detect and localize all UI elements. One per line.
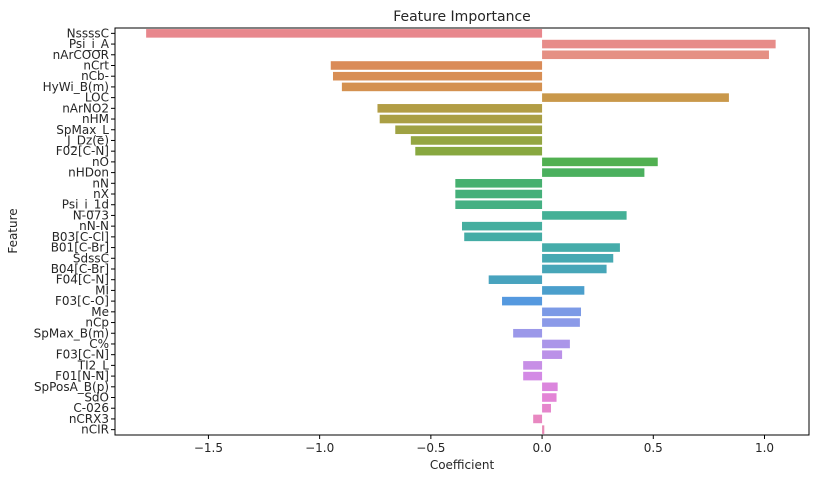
chart-title: Feature Importance — [393, 9, 531, 25]
bar — [542, 393, 557, 402]
y-tick-label: SpMax_L — [56, 123, 109, 137]
y-ticks-group: NssssCPsi_i_AnArCOORnCrtnCb-HyWi_B(m)LOC… — [34, 26, 115, 437]
y-tick-label: J_Dz(e) — [66, 133, 109, 147]
x-tick-label: 0.0 — [533, 441, 552, 455]
bar — [455, 179, 543, 188]
bar — [415, 146, 543, 156]
y-tick-label: nN-N — [79, 219, 109, 233]
bar — [542, 350, 563, 359]
y-tick-label: nCb- — [81, 69, 109, 83]
bar — [523, 371, 543, 381]
y-tick-label: nArNO2 — [62, 101, 109, 115]
bar — [488, 275, 543, 284]
bars-group — [146, 29, 776, 434]
x-tick-label: 0.5 — [644, 441, 663, 455]
y-tick-label: F02[C-N] — [56, 144, 109, 158]
bar — [542, 382, 558, 392]
y-tick-label: C-026 — [73, 401, 109, 415]
bar — [341, 82, 543, 92]
bar — [502, 296, 543, 306]
bar — [533, 414, 543, 424]
y-tick-label: nArCOOR — [53, 48, 109, 62]
y-tick-label: NssssC — [67, 26, 109, 40]
y-tick-label: SpMax_B(m) — [34, 326, 109, 340]
bar — [330, 61, 543, 70]
y-tick-label: B01[C-Br] — [51, 241, 109, 255]
x-tick-label: 1.0 — [755, 441, 774, 455]
y-tick-label: F04[C-N] — [56, 273, 109, 287]
bar — [455, 200, 543, 210]
y-tick-label: nO — [92, 155, 109, 169]
bar — [332, 71, 543, 81]
bar — [542, 93, 729, 102]
bar — [542, 403, 551, 413]
y-tick-label: nHDon — [68, 166, 109, 180]
y-tick-label: C% — [89, 337, 109, 351]
x-ticks-group: −1.5 −1.0 −0.5 0.0 0.5 1.0 — [194, 435, 774, 455]
bar — [455, 189, 543, 199]
y-tick-label: Psi_i_1d — [62, 198, 109, 212]
y-tick-label: B04[C-Br] — [51, 262, 109, 276]
bar — [377, 104, 543, 113]
bar — [542, 339, 570, 349]
bar — [523, 361, 543, 370]
bar — [542, 286, 585, 295]
y-tick-label: TI2_L — [77, 358, 110, 372]
bar — [542, 50, 769, 60]
y-tick-label: HyWi_B(m) — [43, 80, 109, 94]
bar — [542, 307, 582, 317]
bar — [146, 29, 543, 38]
y-tick-label: SdO — [84, 391, 109, 405]
y-tick-label: B03[C-Cl] — [52, 230, 109, 244]
y-tick-label: nCrt — [83, 58, 109, 72]
y-tick-label: MI — [95, 283, 109, 297]
bar — [410, 136, 543, 145]
bar — [379, 114, 543, 124]
x-axis-label: Coefficient — [430, 458, 495, 472]
y-tick-label: LOC — [85, 91, 109, 105]
bar — [462, 221, 543, 231]
y-tick-label: F03[C-N] — [56, 348, 109, 362]
y-tick-label: F01[N-N] — [55, 369, 109, 383]
y-tick-label: nCp — [85, 316, 109, 330]
y-tick-label: Me — [91, 305, 109, 319]
bar — [542, 318, 580, 327]
y-axis-label: Feature — [6, 208, 20, 253]
y-tick-label: SdssC — [73, 251, 109, 265]
bar — [542, 253, 614, 263]
y-tick-label: Psi_i_A — [69, 37, 110, 51]
bar — [542, 425, 545, 434]
y-tick-label: nCRX3 — [69, 412, 109, 426]
x-tick-label: −1.0 — [305, 441, 334, 455]
bar — [542, 264, 607, 274]
bar — [542, 243, 620, 252]
bar — [542, 39, 776, 49]
y-tick-label: nX — [93, 187, 109, 201]
bar — [464, 232, 543, 242]
bar — [542, 157, 658, 167]
y-tick-label: nHM — [82, 112, 109, 126]
y-tick-label: SpPosA_B(p) — [34, 380, 109, 394]
x-tick-label: −1.5 — [194, 441, 223, 455]
y-tick-label: F03[C-O] — [55, 294, 109, 308]
bar — [542, 211, 627, 220]
bar — [513, 328, 543, 338]
bar — [542, 168, 645, 177]
y-tick-label: nCIR — [81, 423, 109, 437]
x-tick-label: −0.5 — [416, 441, 445, 455]
y-tick-label: nN — [92, 176, 109, 190]
y-tick-label: N-073 — [73, 208, 109, 222]
bar — [395, 125, 543, 135]
